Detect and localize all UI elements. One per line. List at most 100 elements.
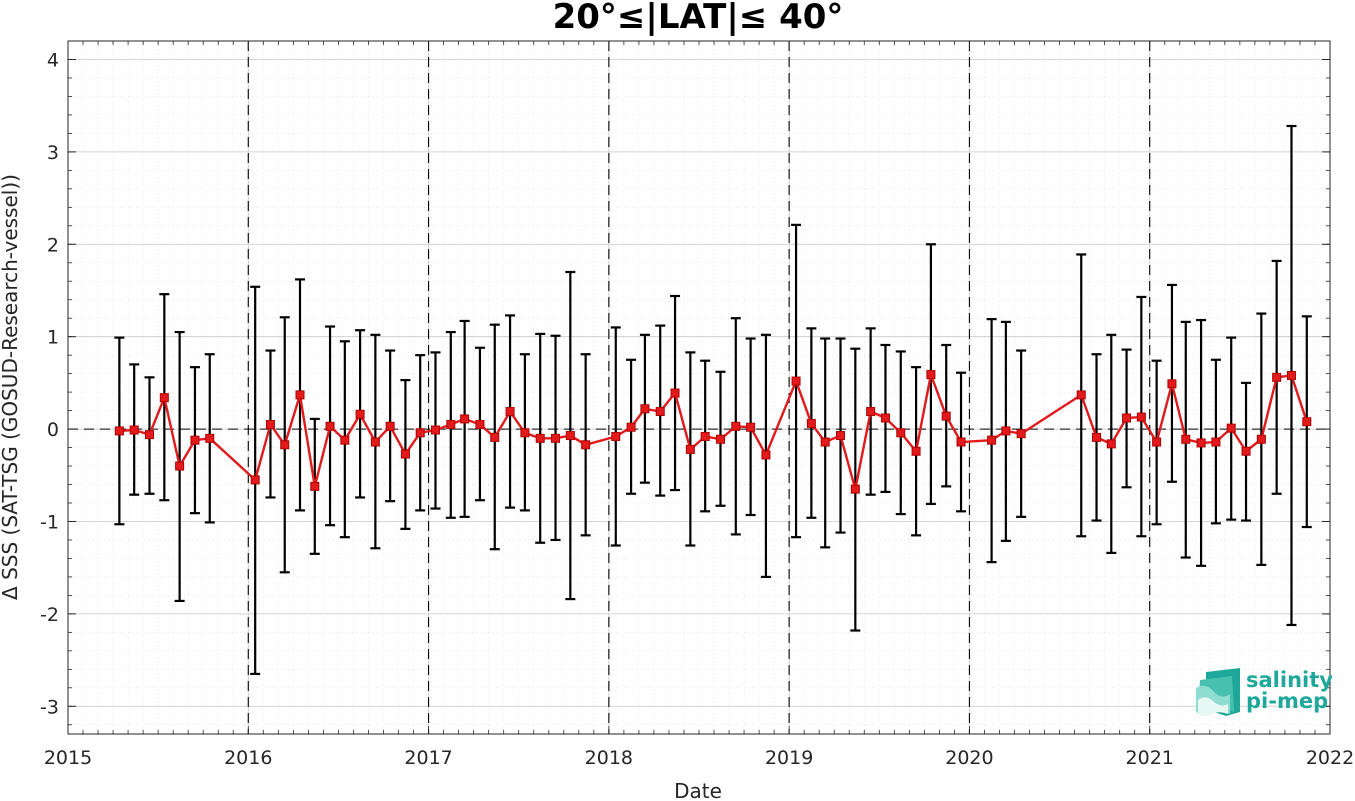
data-point-marker bbox=[415, 428, 425, 438]
data-point-marker bbox=[430, 425, 440, 435]
data-point-marker bbox=[265, 419, 275, 429]
data-point-marker bbox=[280, 440, 290, 450]
x-tick-label: 2019 bbox=[765, 747, 813, 769]
data-point-marker bbox=[820, 437, 830, 447]
data-point-marker bbox=[175, 461, 185, 471]
data-point-marker bbox=[715, 434, 725, 444]
y-tick-label: -1 bbox=[40, 511, 59, 533]
y-tick-label: 3 bbox=[47, 142, 59, 164]
data-point-marker bbox=[1286, 370, 1296, 380]
data-point-marker bbox=[1016, 429, 1026, 439]
data-point-marker bbox=[880, 413, 890, 423]
logo-text-line2: pi-mep bbox=[1246, 689, 1328, 713]
data-point-marker bbox=[1241, 446, 1251, 456]
data-point-marker bbox=[1272, 372, 1282, 382]
data-point-marker bbox=[340, 435, 350, 445]
data-point-marker bbox=[746, 422, 756, 432]
data-point-marker bbox=[400, 449, 410, 459]
data-point-marker bbox=[911, 446, 921, 456]
y-tick-labels: -3 -2 -1 0 1 2 3 4 bbox=[40, 49, 59, 718]
data-point-marker bbox=[761, 450, 771, 460]
data-point-marker bbox=[129, 425, 139, 435]
data-point-marker bbox=[250, 475, 260, 485]
data-point-marker bbox=[700, 431, 710, 441]
data-point-marker bbox=[791, 376, 801, 386]
chart-title: 20°≤|LAT|≤ 40° bbox=[553, 0, 844, 37]
data-point-marker bbox=[295, 390, 305, 400]
data-point-marker bbox=[655, 407, 665, 417]
data-point-marker bbox=[926, 370, 936, 380]
year-dividers bbox=[247, 41, 1151, 734]
data-point-marker bbox=[1136, 412, 1146, 422]
data-point-marker bbox=[866, 407, 876, 417]
data-point-marker bbox=[565, 431, 575, 441]
data-point-marker bbox=[475, 419, 485, 429]
data-point-marker bbox=[490, 432, 500, 442]
y-tick-label: 2 bbox=[47, 234, 59, 256]
data-point-marker bbox=[1167, 379, 1177, 389]
data-point-marker bbox=[836, 431, 846, 441]
data-point-marker bbox=[626, 422, 636, 432]
data-point-marker bbox=[581, 440, 591, 450]
x-tick-label: 2015 bbox=[44, 747, 92, 769]
data-point-marker bbox=[611, 431, 621, 441]
x-axis-label: Date bbox=[674, 779, 722, 801]
x-tick-labels: 2015 2016 2017 2018 2019 2020 2021 2022 bbox=[44, 747, 1354, 769]
data-point-marker bbox=[1106, 439, 1116, 449]
wave-logo-icon bbox=[1196, 668, 1240, 717]
data-point-marker bbox=[159, 393, 169, 403]
y-tick-label: -2 bbox=[40, 604, 59, 626]
data-point-marker bbox=[685, 444, 695, 454]
data-point-marker bbox=[941, 411, 951, 421]
data-point-marker bbox=[1302, 417, 1312, 427]
data-point-marker bbox=[987, 435, 997, 445]
x-tick-label: 2018 bbox=[585, 747, 633, 769]
data-point-marker bbox=[1196, 438, 1206, 448]
y-axis-label: Δ SSS (SAT-TSG (GOSUD-Research-vessel)) bbox=[0, 174, 22, 600]
x-tick-label: 2021 bbox=[1126, 747, 1174, 769]
data-point-marker bbox=[460, 414, 470, 424]
y-tick-label: 1 bbox=[47, 327, 59, 349]
data-point-marker bbox=[1092, 432, 1102, 442]
data-point-marker bbox=[1256, 434, 1266, 444]
data-point-marker bbox=[1211, 437, 1221, 447]
x-tick-label: 2016 bbox=[224, 747, 272, 769]
data-point-marker bbox=[446, 419, 456, 429]
data-point-marker bbox=[1152, 437, 1162, 447]
data-point-marker bbox=[535, 433, 545, 443]
data-point-marker bbox=[190, 435, 200, 445]
data-point-marker bbox=[1076, 390, 1086, 400]
axis-ticks bbox=[67, 40, 1330, 734]
data-point-marker bbox=[1181, 434, 1191, 444]
data-point-marker bbox=[505, 407, 515, 417]
data-point-marker bbox=[806, 419, 816, 429]
data-point-marker bbox=[520, 428, 530, 438]
data-point-marker bbox=[640, 404, 650, 414]
x-tick-label: 2022 bbox=[1306, 747, 1354, 769]
data-point-marker bbox=[310, 481, 320, 491]
y-tick-label: 4 bbox=[47, 49, 59, 71]
data-point-marker bbox=[956, 437, 966, 447]
data-point-marker bbox=[370, 437, 380, 447]
data-point-marker bbox=[144, 430, 154, 440]
data-point-marker bbox=[1226, 423, 1236, 433]
y-tick-label: -3 bbox=[40, 696, 59, 718]
data-point-marker bbox=[355, 409, 365, 419]
data-point-marker bbox=[551, 433, 561, 443]
x-tick-label: 2020 bbox=[945, 747, 993, 769]
data-point-marker bbox=[325, 421, 335, 431]
data-point-marker bbox=[114, 426, 124, 436]
data-point-marker bbox=[1001, 426, 1011, 436]
series-markers bbox=[114, 370, 1312, 494]
data-point-marker bbox=[731, 421, 741, 431]
data-point-marker bbox=[205, 433, 215, 443]
logo-text-line1: salinity bbox=[1246, 668, 1333, 692]
y-tick-label: 0 bbox=[47, 419, 59, 441]
data-point-marker bbox=[896, 428, 906, 438]
data-point-marker bbox=[385, 421, 395, 431]
salinity-pi-mep-logo: salinity pi-mep bbox=[1196, 668, 1333, 717]
x-tick-label: 2017 bbox=[404, 747, 452, 769]
data-point-marker bbox=[1122, 413, 1132, 423]
data-point-marker bbox=[850, 484, 860, 494]
